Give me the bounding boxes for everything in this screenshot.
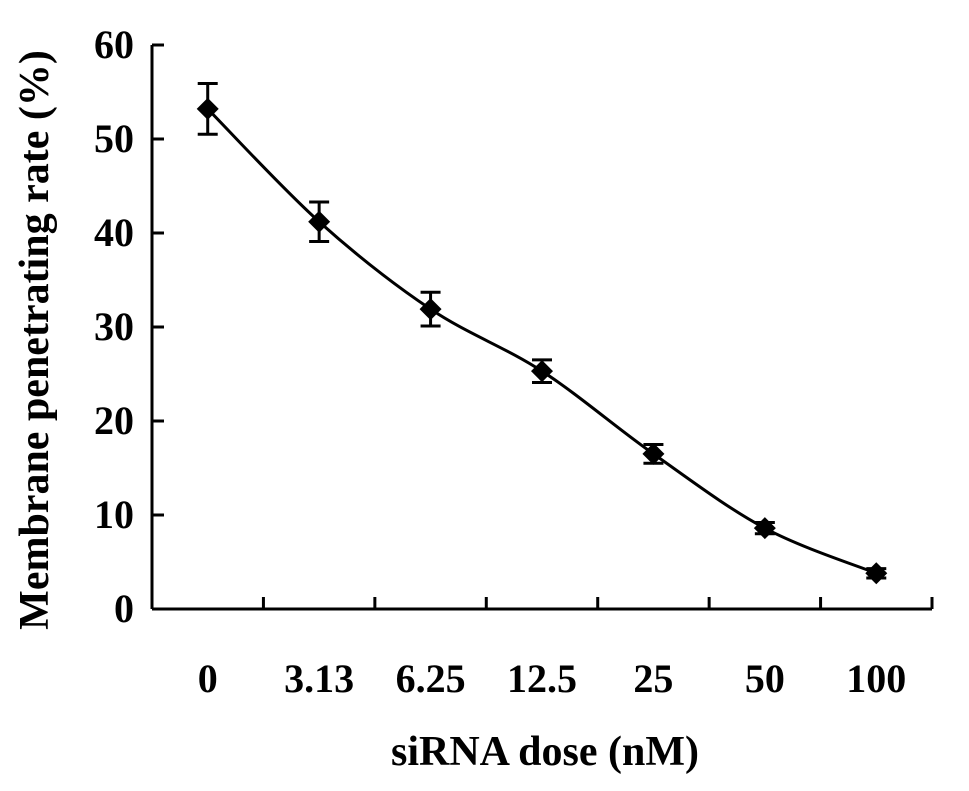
series-layer [196, 82, 888, 585]
y-tick-label: 50 [94, 116, 134, 161]
series-line [206, 107, 877, 575]
x-tick-label: 6.25 [396, 656, 466, 701]
y-tick-label: 40 [94, 210, 134, 255]
axes [150, 45, 932, 611]
diamond-marker [865, 562, 888, 585]
x-tick-label: 3.13 [284, 656, 354, 701]
y-tick-label: 20 [94, 398, 134, 443]
y-axis-ticks: 0 10 20 30 40 50 60 [94, 22, 164, 631]
data-point [753, 517, 776, 540]
x-axis-title: siRNA dose (nM) [391, 729, 699, 775]
data-point [642, 442, 665, 465]
y-tick-label: 30 [94, 304, 134, 349]
data-point [419, 290, 442, 328]
y-tick-label: 60 [94, 22, 134, 67]
diamond-marker [753, 517, 776, 540]
x-tick-label: 0 [198, 656, 218, 701]
data-point [865, 562, 888, 585]
y-axis-title: Membrane penetrating rate (%) [12, 50, 58, 630]
data-point [196, 82, 219, 136]
x-tick-label: 25 [633, 656, 673, 701]
diamond-marker [308, 210, 331, 233]
diamond-marker [196, 97, 219, 120]
x-tick-label: 50 [745, 656, 785, 701]
diamond-marker [642, 442, 665, 465]
x-axis-ticks: 0 3.13 6.25 12.5 25 50 100 [198, 597, 934, 701]
data-point [308, 200, 331, 243]
diamond-marker [531, 360, 553, 383]
x-tick-label: 100 [846, 656, 906, 701]
data-point [531, 358, 553, 384]
diamond-marker [419, 298, 442, 321]
x-tick-label: 12.5 [507, 656, 577, 701]
y-tick-label: 10 [94, 492, 134, 537]
y-tick-label: 0 [114, 586, 134, 631]
